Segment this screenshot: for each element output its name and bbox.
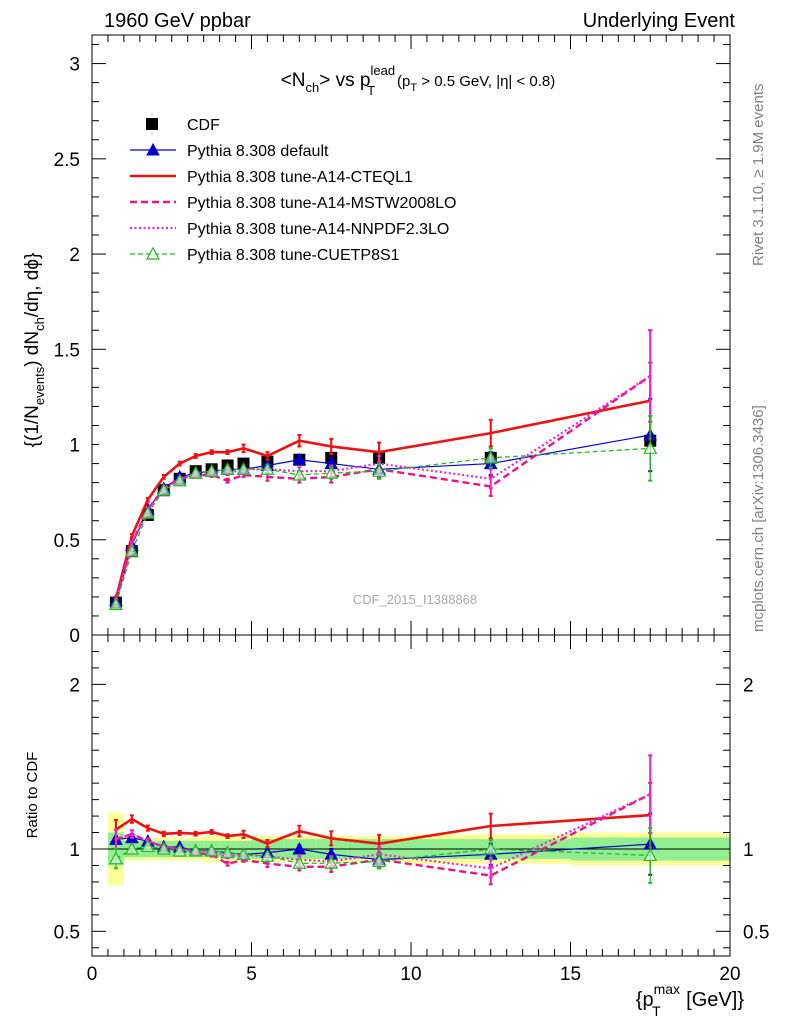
y-tick-label-main: 1	[69, 436, 80, 457]
series-line	[114, 375, 651, 602]
y-tick-label-main: 0	[69, 626, 80, 647]
series-line	[114, 374, 651, 602]
legend-marker-cdf	[146, 118, 158, 130]
series-pythia-8-308-tune-a14-cteql1	[113, 781, 653, 854]
y-axis-title-ratio: Ratio to CDF	[24, 752, 41, 839]
series-point	[140, 505, 155, 519]
series-point	[156, 841, 171, 855]
y-tick-label-main: 2.5	[54, 150, 80, 171]
legend-item: Pythia 8.308 tune-A14-MSTW2008LO	[130, 195, 456, 212]
legend-label: CDF	[187, 117, 220, 134]
legend-item: Pythia 8.308 tune-CUETP8S1	[130, 246, 400, 264]
x-axis-title: {pmax T [GeV]}	[636, 981, 745, 1019]
y-tick-label-ratio: 0.5	[54, 922, 80, 943]
legend-label: Pythia 8.308 tune-A14-NNPDF2.3LO	[187, 221, 449, 238]
y-tick-label-main: 3	[69, 55, 80, 76]
series-point	[292, 856, 307, 869]
ratio-frame	[91, 634, 731, 957]
y-tick-label-main: 1.5	[54, 340, 80, 361]
series-point	[260, 462, 275, 475]
y-tick-label-main: 2	[69, 245, 80, 266]
series-point	[108, 597, 123, 611]
series-point	[220, 462, 235, 475]
series-point	[236, 462, 251, 475]
series-point	[204, 843, 219, 857]
y-tick-label-ratio-right: 1	[743, 840, 754, 861]
y-axis-title-main: {(1/Nevents) dNch/dη, dϕ}	[22, 253, 47, 448]
legend-label: Pythia 8.308 tune-A14-CTEQL1	[187, 169, 413, 186]
y-tick-label-ratio-right: 2	[743, 675, 754, 696]
series-point	[172, 843, 187, 857]
series-point	[292, 452, 307, 466]
series-line	[115, 793, 651, 870]
series-point	[324, 855, 339, 869]
series-pythia-8-308-default	[109, 397, 658, 607]
legend: CDF Pythia 8.308 default Pythia 8.308 tune…	[130, 117, 456, 264]
series-point	[372, 463, 387, 477]
legend-label: Pythia 8.308 default	[187, 143, 329, 160]
legend-item: Pythia 8.308 default	[130, 142, 329, 160]
x-tick-label: 10	[400, 964, 421, 985]
x-tick-label: 5	[246, 964, 257, 985]
x-tick-label: 15	[560, 964, 581, 985]
axis-ticks: 0 5 10 15 20 0 0.5 1 1.5 2 2.5 3 0.5 0.5 1 1 2 2	[54, 35, 769, 985]
series-point	[324, 465, 339, 479]
series-point	[140, 839, 155, 852]
series-point	[124, 543, 139, 557]
ratio-panel-series	[108, 754, 658, 886]
series-point	[236, 847, 251, 861]
legend-label: Pythia 8.308 tune-CUETP8S1	[187, 247, 400, 264]
series-point	[643, 441, 658, 454]
series-point	[643, 848, 658, 862]
legend-marker	[145, 246, 161, 260]
legend-item: Pythia 8.308 tune-A14-NNPDF2.3LO	[130, 221, 449, 238]
series-point	[124, 841, 139, 855]
series-point	[172, 473, 187, 487]
series-pythia-8-308-tune-cuetp8s1	[108, 414, 658, 611]
series-point	[108, 851, 123, 865]
series-point	[260, 848, 275, 862]
legend-item: Pythia 8.308 tune-A14-CTEQL1	[130, 169, 413, 186]
y-tick-label-main: 0.5	[54, 531, 80, 552]
x-tick-label: 20	[719, 964, 740, 985]
y-tick-label-ratio-right: 0.5	[743, 922, 769, 943]
series-point	[483, 450, 498, 464]
series-point	[204, 463, 219, 477]
series-point	[188, 465, 203, 479]
main-panel-series	[108, 329, 658, 611]
series-point	[483, 841, 498, 855]
series-point	[372, 854, 387, 867]
series-point	[292, 467, 307, 481]
y-tick-label-ratio: 2	[69, 675, 80, 696]
header-left: 1960 GeV ppbar	[104, 10, 251, 32]
rivet-label: Rivet 3.1.10, ≥ 1.9M events	[750, 84, 767, 267]
legend-item: CDF	[146, 117, 220, 134]
series-point	[220, 845, 235, 859]
header-right: Underlying Event	[583, 10, 736, 32]
series-pythia-8-308-tune-a14-cteql1	[113, 361, 653, 602]
y-tick-label-ratio: 1	[69, 840, 80, 861]
series-point	[292, 841, 307, 855]
watermark: CDF_2015_I1388868	[353, 592, 477, 607]
legend-marker	[146, 142, 160, 156]
series-point	[156, 482, 171, 496]
series-pythia-8-308-tune-cuetp8s1	[108, 827, 658, 884]
mcplots-label: mcplots.cern.ch [arXiv:1306.3436]	[750, 405, 767, 632]
x-tick-label: 0	[87, 964, 98, 985]
series-cdf	[109, 434, 657, 609]
series-point	[188, 843, 203, 857]
plot-title: <Nch> vs plead T(pT > 0.5 GeV, |η| < 0.8)	[281, 63, 556, 98]
legend-label: Pythia 8.308 tune-A14-MSTW2008LO	[187, 195, 456, 212]
